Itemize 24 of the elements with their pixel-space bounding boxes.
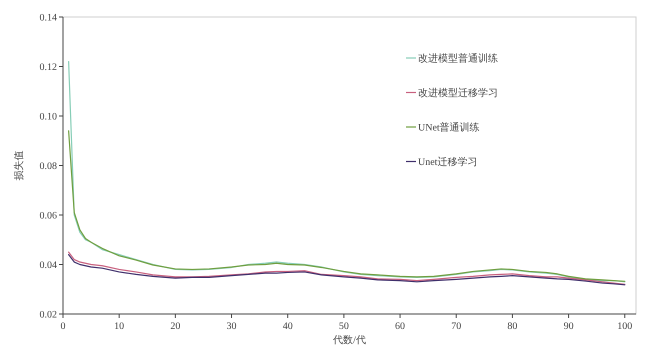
- y-tick-label: 0.08: [40, 161, 57, 172]
- x-tick-label: 40: [282, 321, 293, 332]
- x-tick-label: 100: [617, 321, 632, 332]
- x-axis-title: 代数/代: [332, 335, 366, 346]
- x-tick-label: 0: [60, 321, 66, 332]
- legend-label: UNet普通训练: [418, 122, 480, 134]
- x-tick-label: 90: [564, 321, 574, 332]
- x-tick-label: 10: [114, 321, 124, 332]
- y-tick-label: 0.04: [40, 260, 57, 271]
- legend-label: 改进模型普通训练: [418, 52, 498, 64]
- y-tick-label: 0.10: [40, 112, 57, 122]
- y-tick-label: 0.02: [40, 310, 57, 320]
- x-tick-label: 30: [226, 321, 237, 332]
- y-axis-title: 损失值: [13, 150, 25, 180]
- legend-label: Unet迁移学习: [418, 156, 478, 168]
- y-tick-label: 0.14: [40, 12, 57, 24]
- y-tick-label: 0.06: [40, 210, 57, 222]
- legend-label: 改进模型迁移学习: [418, 87, 498, 99]
- x-tick-label: 70: [451, 321, 462, 332]
- x-tick-label: 80: [507, 321, 518, 332]
- y-tick-label: 0.12: [40, 62, 57, 73]
- x-tick-label: 50: [338, 321, 349, 332]
- x-tick-label: 20: [170, 321, 180, 332]
- x-tick-label: 60: [395, 321, 406, 332]
